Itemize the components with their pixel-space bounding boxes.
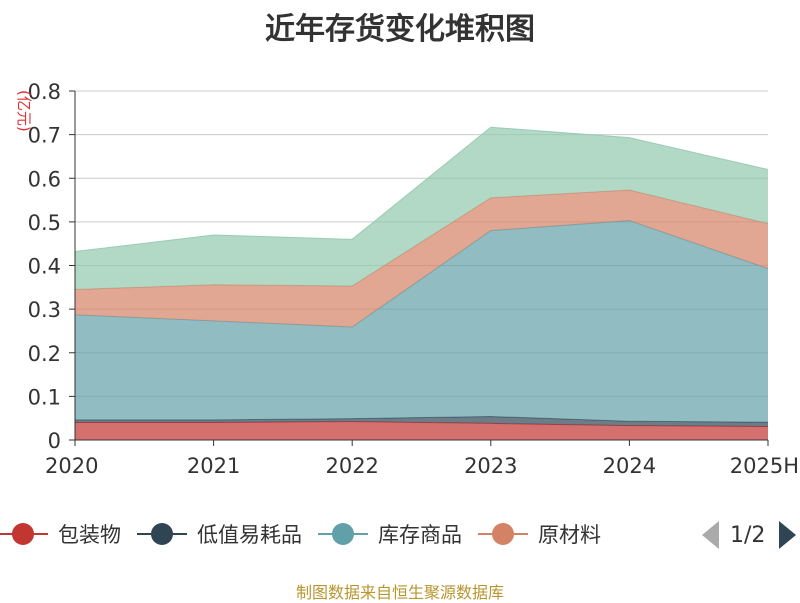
legend-label: 库存商品 xyxy=(378,523,462,547)
y-tick-label: 0.3 xyxy=(28,298,61,322)
legend-item-2[interactable]: 库存商品 xyxy=(318,519,462,549)
legend-item-1[interactable]: 低值易耗品 xyxy=(137,519,302,549)
x-tick-label: 2024 xyxy=(603,454,656,478)
y-tick-label: 0.8 xyxy=(28,80,61,104)
y-axis-unit-label: (亿元) xyxy=(15,90,33,132)
x-tick-label: 2021 xyxy=(187,454,240,478)
legend-next-page-button[interactable] xyxy=(777,518,797,552)
legend-prev-page-button[interactable] xyxy=(700,518,720,552)
y-tick-label: 0.2 xyxy=(28,342,61,366)
legend-item-3[interactable]: 原材料 xyxy=(478,519,601,549)
legend-swatch xyxy=(137,521,187,547)
series-line-4 xyxy=(74,126,769,253)
legend-swatch xyxy=(478,521,528,547)
y-tick-label: 0.5 xyxy=(28,211,61,235)
legend-swatch xyxy=(318,521,368,547)
legend: 包装物 低值易耗品 库存商品 原材料 xyxy=(0,512,800,556)
x-tick-label: 2020 xyxy=(45,454,98,478)
legend-pager: 1/2 xyxy=(700,518,797,552)
legend-label: 包装物 xyxy=(58,523,121,547)
y-tick-label: 0.1 xyxy=(28,385,61,409)
y-tick-label: 0.6 xyxy=(28,167,61,191)
y-tick-label: 0.4 xyxy=(28,255,61,279)
chart-title: 近年存货变化堆积图 xyxy=(265,12,535,47)
legend-label: 低值易耗品 xyxy=(197,523,302,547)
area-series-4 xyxy=(75,127,768,290)
legend-label: 原材料 xyxy=(538,523,601,547)
y-tick-label: 0.7 xyxy=(28,124,61,148)
area-series-2 xyxy=(75,220,768,423)
data-source-note: 制图数据来自恒生聚源数据库 xyxy=(295,583,504,602)
area-series-1 xyxy=(75,416,768,427)
area-series-0 xyxy=(75,421,768,440)
axes: 0 0.1 0.2 0.3 0.4 0.5 0.6 0.7 0.8 2020 2021 2022 202… xyxy=(28,80,799,478)
stacked-areas xyxy=(74,126,769,440)
y-tick-label: 0 xyxy=(48,429,61,453)
x-tick-label: 2023 xyxy=(464,454,517,478)
x-tick-label: 2022 xyxy=(325,454,378,478)
legend-item-0[interactable]: 包装物 xyxy=(0,519,121,549)
legend-page-indicator: 1/2 xyxy=(730,522,766,548)
legend-swatch xyxy=(0,521,48,547)
x-tick-label: 2025H xyxy=(730,454,799,478)
area-series-3 xyxy=(75,190,768,328)
